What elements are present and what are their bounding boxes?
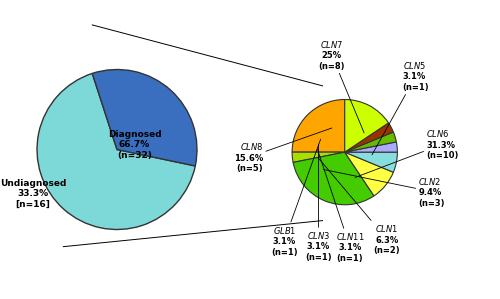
Wedge shape [292, 100, 344, 152]
Wedge shape [293, 152, 374, 205]
Text: $\it{CLN6}$
31.3%
(n=10): $\it{CLN6}$ 31.3% (n=10) [355, 128, 459, 177]
Wedge shape [92, 69, 197, 166]
Text: $\it{CLN1}$
6.3%
(n=2): $\it{CLN1}$ 6.3% (n=2) [318, 158, 400, 255]
Text: $\it{CLN7}$
25%
(n=8): $\it{CLN7}$ 25% (n=8) [318, 39, 364, 133]
Text: Undiagnosed
33.3%
[n=16]: Undiagnosed 33.3% [n=16] [0, 179, 66, 208]
Wedge shape [344, 152, 398, 172]
Text: $\it{CLN8}$
15.6%
(n=5): $\it{CLN8}$ 15.6% (n=5) [234, 128, 332, 173]
Text: $\it{CLN11}$
3.1%
(n=1): $\it{CLN11}$ 3.1% (n=1) [318, 150, 364, 263]
Wedge shape [344, 123, 394, 152]
Wedge shape [344, 100, 389, 152]
Text: $\it{CLN3}$
3.1%
(n=1): $\it{CLN3}$ 3.1% (n=1) [305, 144, 332, 262]
Wedge shape [292, 152, 344, 162]
Wedge shape [37, 74, 196, 230]
Text: $\it{CLN2}$
9.4%
(n=3): $\it{CLN2}$ 9.4% (n=3) [324, 170, 445, 208]
Text: Diagnosed
66.7%
(n=32): Diagnosed 66.7% (n=32) [108, 130, 162, 160]
Text: $\it{GLB1}$
3.1%
(n=1): $\it{GLB1}$ 3.1% (n=1) [271, 139, 320, 257]
Wedge shape [344, 132, 397, 152]
Wedge shape [344, 142, 398, 152]
Wedge shape [344, 152, 394, 196]
Text: $\it{CLN5}$
3.1%
(n=1): $\it{CLN5}$ 3.1% (n=1) [372, 60, 430, 155]
